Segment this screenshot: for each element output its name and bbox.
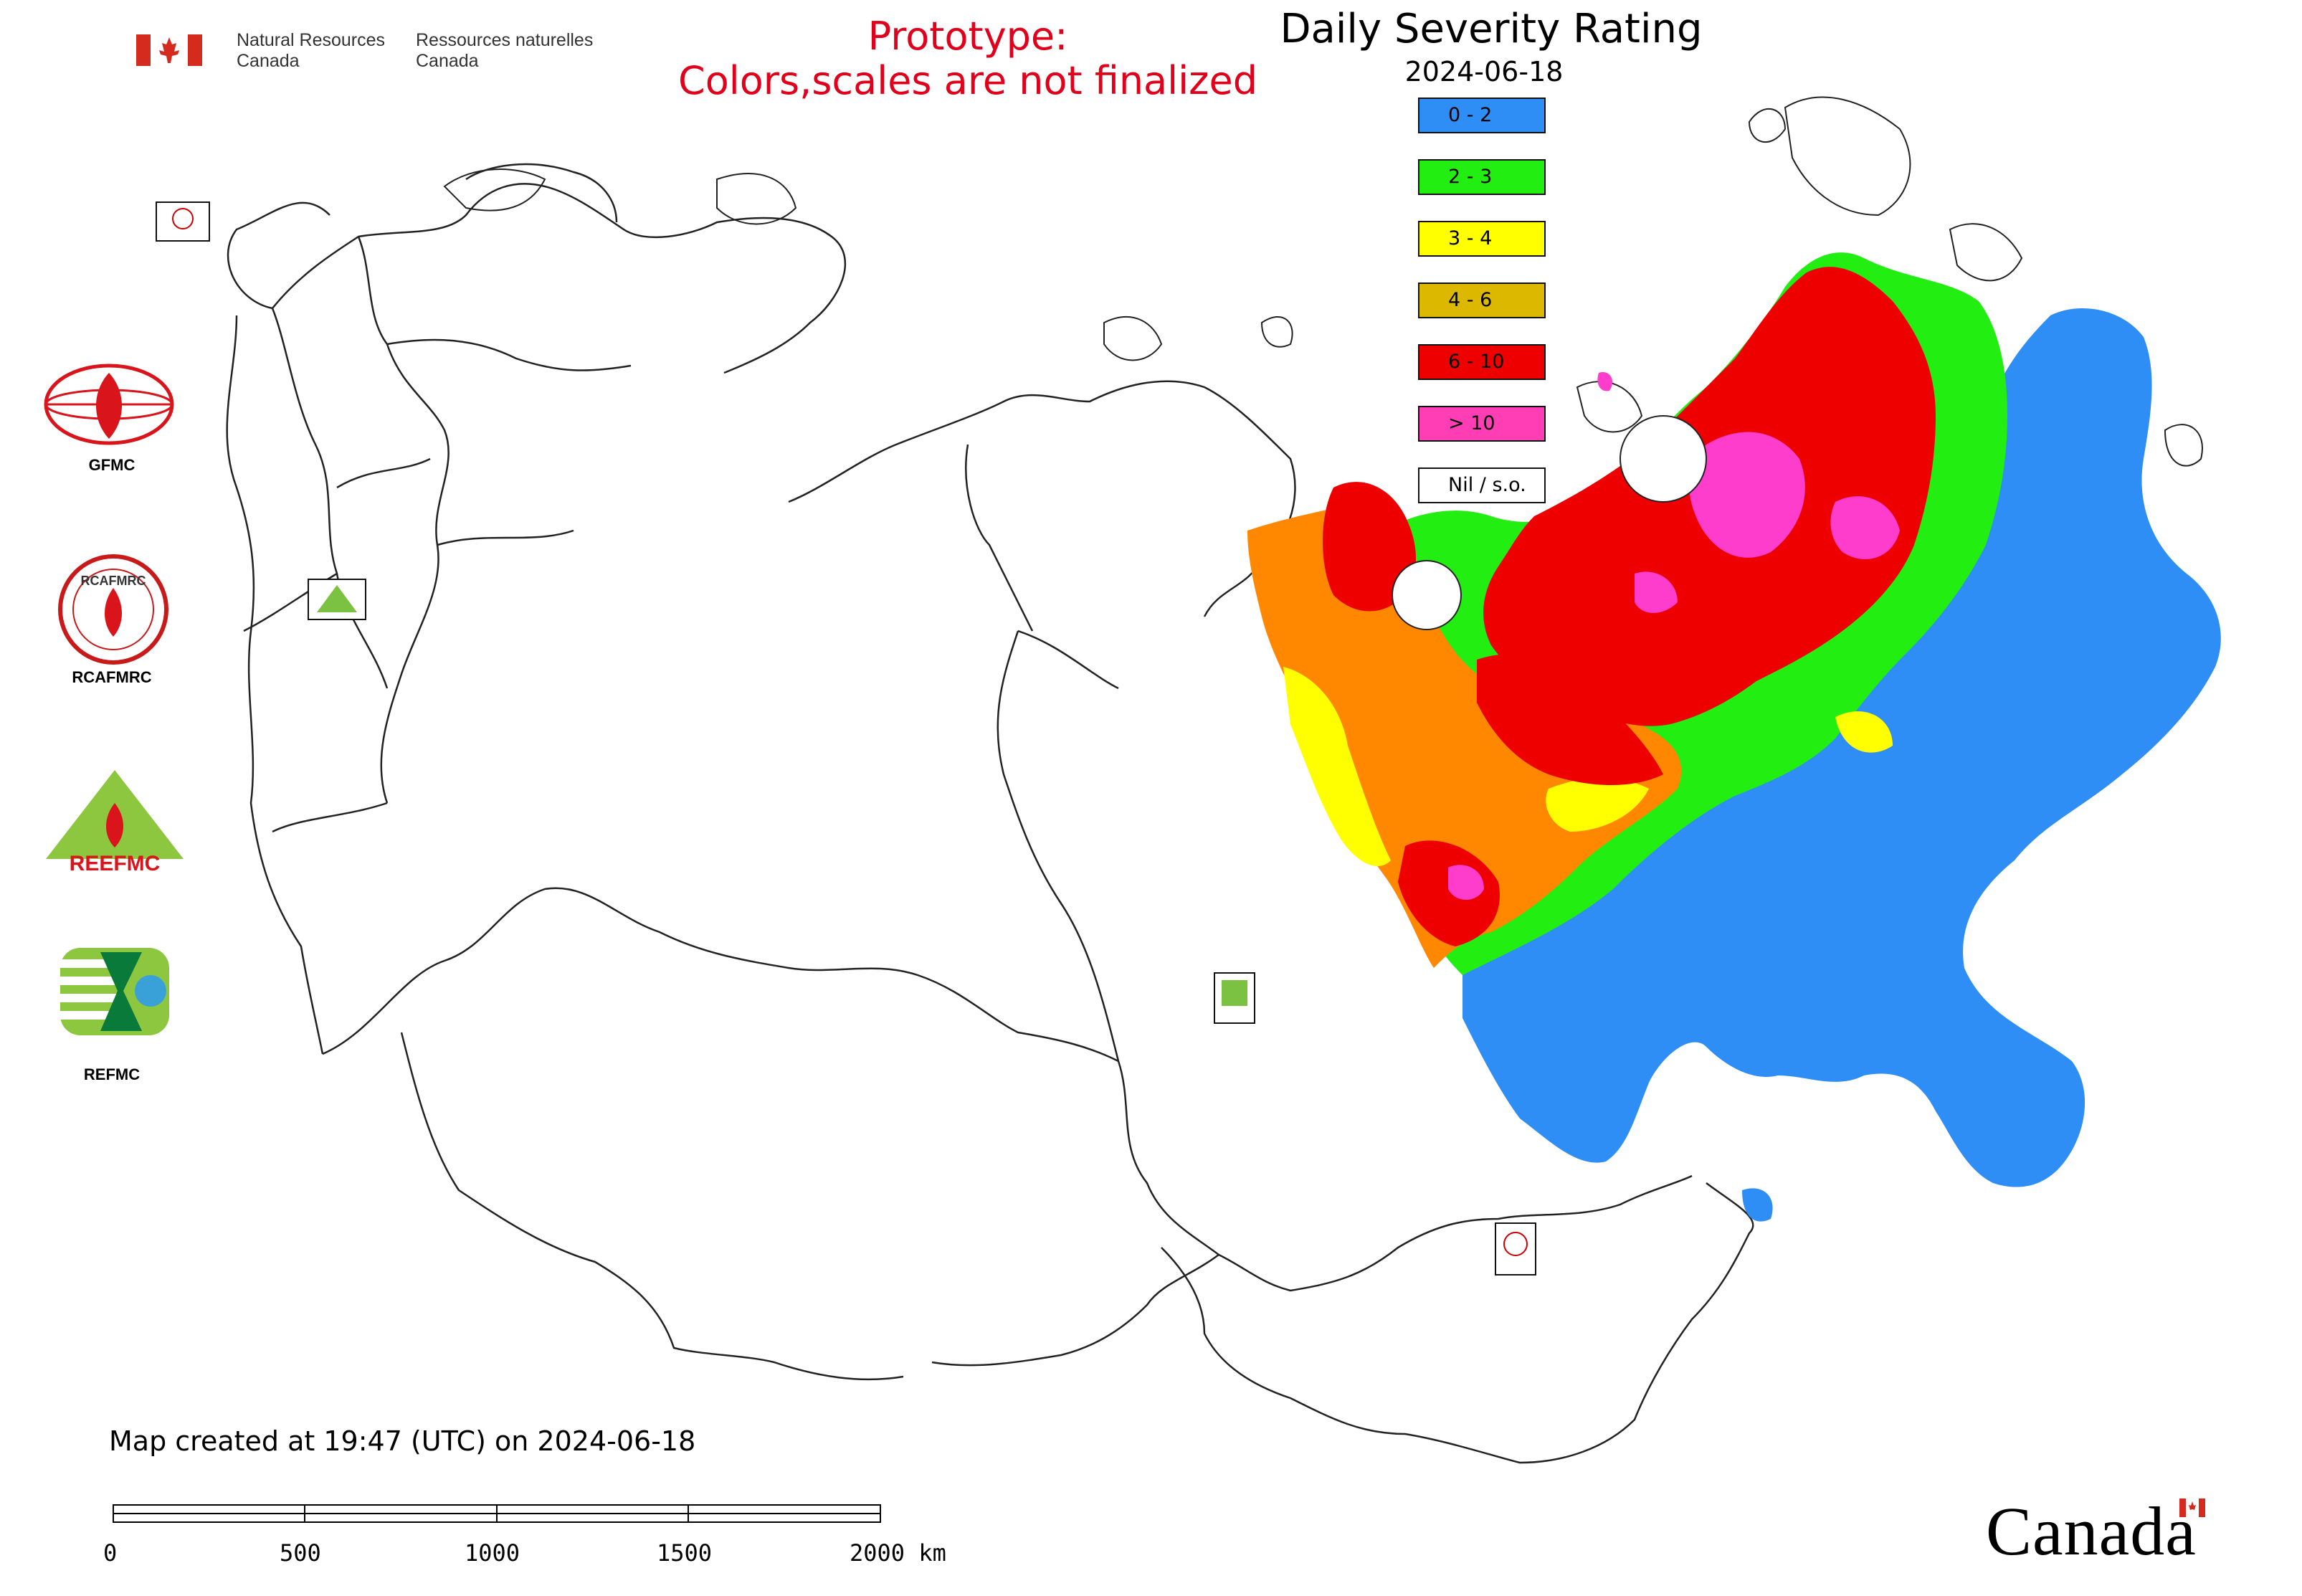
scale-tick-500: 500 xyxy=(280,1539,321,1567)
severity-zone-magenta xyxy=(1689,432,1805,558)
canada-wordmark: Canada xyxy=(1986,1491,2205,1571)
dept-name-fr-2: Canada xyxy=(416,51,479,71)
prototype-line-2: Colors,scales are not finalized xyxy=(678,58,1257,103)
arctic-islands xyxy=(443,96,2203,467)
rcafmrc-map-marker xyxy=(1495,1222,1536,1276)
legend-label: 2 - 3 xyxy=(1448,166,1493,188)
canada-flag-icon xyxy=(2179,1498,2205,1517)
legend-item-4-6: 4 - 6 xyxy=(1418,282,1546,318)
rcafmrc-label: RCAFMRC xyxy=(72,668,152,686)
legend-item-2-3: 2 - 3 xyxy=(1418,159,1546,195)
refmc-label: REFMC xyxy=(83,1065,141,1083)
legend-item-6-10: 6 - 10 xyxy=(1418,344,1546,380)
dept-name-fr-1: Ressources naturelles xyxy=(416,30,594,50)
scale-tick-1500: 1500 xyxy=(657,1539,713,1567)
gfmc-label: GFMC xyxy=(88,456,135,474)
refmc-sigma-icon xyxy=(60,948,169,1035)
prototype-line-1: Prototype: xyxy=(867,14,1068,59)
legend-label: 6 - 10 xyxy=(1448,351,1505,373)
rcafmrc-logo: RCAFMRC xyxy=(56,552,171,667)
severity-zone-yellow xyxy=(1283,667,1391,867)
legend-item-3-4: 3 - 4 xyxy=(1418,221,1546,257)
reefmc-logo: REEFMC xyxy=(36,767,194,875)
severity-field xyxy=(1247,252,2221,1222)
reefmc-triangle-text: REEFMC xyxy=(70,852,161,875)
legend-item-0-2: 0 - 2 xyxy=(1418,98,1546,133)
refmc-logo xyxy=(57,945,172,1038)
rcafmrc-seal-icon: RCAFMRC xyxy=(58,554,168,665)
scale-tick-1000: 1000 xyxy=(465,1539,520,1567)
severity-zone-orange xyxy=(1247,500,1682,968)
map-date: 2024-06-18 xyxy=(1404,56,1564,87)
scale-tick-0: 0 xyxy=(103,1539,118,1567)
legend-label: 3 - 4 xyxy=(1448,227,1493,250)
gfmc-globe-icon xyxy=(44,364,174,445)
map-title: Daily Severity Rating xyxy=(1280,6,1703,52)
legend-item-nil: Nil / s.o. xyxy=(1418,467,1546,503)
gfmc-logo xyxy=(40,363,184,463)
legend-item-gt-10: > 10 xyxy=(1418,406,1546,442)
prototype-warning: Prototype: Colors,scales are not finaliz… xyxy=(645,14,1290,103)
scale-tick-2000: 2000 km xyxy=(850,1539,946,1567)
rcafmrc-seal-text: RCAFMRC xyxy=(81,574,146,588)
nrcan-logo: Natural Resources Canada Ressources natu… xyxy=(136,30,652,80)
maple-leaf-icon xyxy=(151,34,188,66)
legend-label: 4 - 6 xyxy=(1448,289,1493,311)
legend-label: Nil / s.o. xyxy=(1448,474,1526,496)
legend-label: > 10 xyxy=(1448,412,1495,434)
country-borders xyxy=(226,163,1754,1464)
reefmc-triangle-icon: REEFMC xyxy=(46,770,184,875)
map-center-logos xyxy=(156,201,1536,1276)
scale-bar: 0 500 1000 1500 2000 km xyxy=(103,1502,968,1581)
dept-name-en-1: Natural Resources xyxy=(237,30,386,50)
dept-name-en-2: Canada xyxy=(237,51,300,71)
scale-bar-graphic xyxy=(113,1504,881,1523)
severity-zone-blue xyxy=(1462,308,2221,1187)
legend-label: 0 - 2 xyxy=(1448,104,1493,126)
created-timestamp: Map created at 19:47 (UTC) on 2024-06-18 xyxy=(109,1425,696,1457)
canada-wordmark-text: Canada xyxy=(1986,1493,2197,1569)
